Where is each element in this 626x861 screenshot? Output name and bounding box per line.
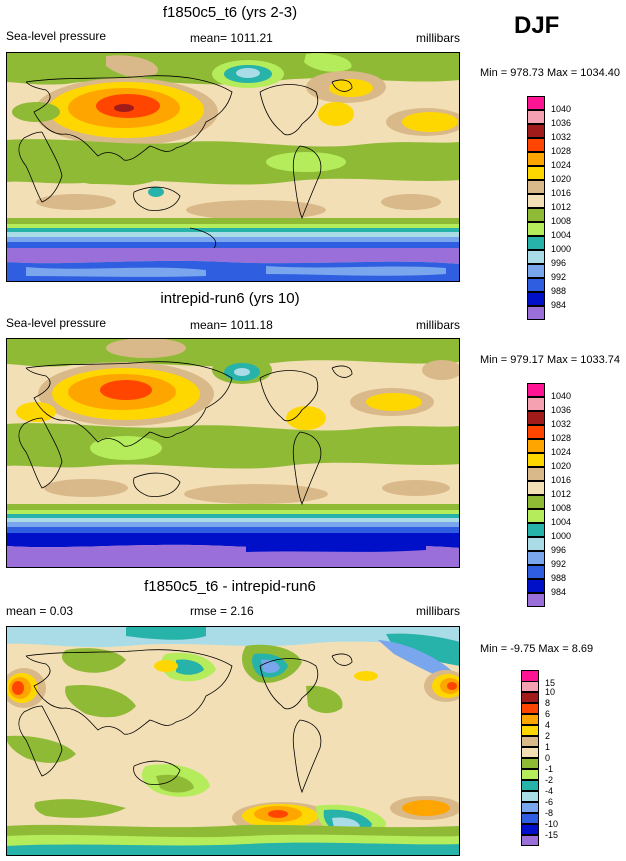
panel-1-units-label: millibars: [416, 31, 461, 45]
panel-3-tick: -4: [545, 786, 554, 796]
panel-3-tick: 15: [545, 678, 556, 688]
panel-1-tick: 1028: [551, 146, 572, 156]
panel-2-tick: 1016: [551, 475, 572, 485]
panel-1-tick: 984: [551, 300, 567, 310]
panel-3-map: [6, 626, 460, 856]
panel-2-tick: 992: [551, 559, 567, 569]
panel-3-tick: -1: [545, 764, 554, 774]
panel-3-tick: -8: [545, 808, 554, 818]
panel-1-tick: 1016: [551, 188, 572, 198]
panel-3-tick: 1: [545, 742, 551, 752]
panel-3-tick: 8: [545, 698, 551, 708]
panel-3-tick: 6: [545, 709, 551, 719]
panel-2-title: intrepid-run6 (yrs 10): [160, 290, 300, 307]
panel-1-minmax: Min = 978.73 Max = 1034.40: [480, 67, 621, 79]
panel-2-tick: 988: [551, 573, 567, 583]
season-label: DJF: [514, 12, 560, 39]
panel-1-tick: 1004: [551, 230, 572, 240]
panel-2-map: [6, 338, 460, 568]
panel-3-tick: -6: [545, 797, 554, 807]
panel-2-tick: 1008: [551, 503, 572, 513]
panel-1-tick: 1008: [551, 216, 572, 226]
panel-3-units-label: millibars: [416, 604, 461, 618]
panel-1-title: f1850c5_t6 (yrs 2-3): [162, 4, 298, 21]
panel-1-tick: 1000: [551, 244, 572, 254]
panel-2-tick: 996: [551, 545, 567, 555]
panel-1-tick: 992: [551, 272, 567, 282]
panel-2-tick: 1028: [551, 433, 572, 443]
panel-2-variable-label: Sea-level pressure: [6, 316, 107, 330]
panel-1-tick: 1036: [551, 118, 572, 128]
panel-3-tick: -10: [545, 819, 559, 829]
panel-3-title: f1850c5_t6 - intrepid-run6: [144, 578, 316, 595]
panel-2-tick: 1020: [551, 461, 572, 471]
panel-1-tick: 1040: [551, 104, 572, 114]
panel-2-tick: 1036: [551, 405, 572, 415]
panel-2-tick: 1000: [551, 531, 572, 541]
panel-1-map: [6, 52, 460, 282]
panel-2-tick: 1024: [551, 447, 572, 457]
panel-3-tick: -2: [545, 775, 554, 785]
panel-2-tick: 1004: [551, 517, 572, 527]
panel-1-tick: 1012: [551, 202, 572, 212]
panel-3-mean-label: mean = 0.03: [6, 604, 74, 618]
panel-3-tick: 0: [545, 753, 551, 763]
panel-3-rmse-label: rmse = 2.16: [190, 604, 254, 618]
panel-1-variable-label: Sea-level pressure: [6, 29, 107, 43]
panel-3-tick: 4: [545, 720, 551, 730]
panel-2-mean-label: mean= 1011.18: [190, 318, 273, 332]
panel-2-tick: 1012: [551, 489, 572, 499]
panel-1-tick: 988: [551, 286, 567, 296]
panel-2-minmax: Min = 979.17 Max = 1033.74: [480, 354, 621, 366]
panel-1-tick: 1024: [551, 160, 572, 170]
panel-2-units-label: millibars: [416, 318, 461, 332]
panel-3-tick: -15: [545, 830, 559, 840]
panel-2-tick: 1040: [551, 391, 572, 401]
panel-2-tick: 1032: [551, 419, 572, 429]
panel-1-tick: 1020: [551, 174, 572, 184]
panel-1-tick: 1032: [551, 132, 572, 142]
panel-3-tick: 2: [545, 731, 551, 741]
panel-2-tick: 984: [551, 587, 567, 597]
panel-1-tick: 996: [551, 258, 567, 268]
panel-3-tick: 10: [545, 687, 556, 697]
panel-3-minmax: Min = -9.75 Max = 8.69: [480, 643, 594, 655]
panel-1-mean-label: mean= 1011.21: [190, 31, 273, 45]
